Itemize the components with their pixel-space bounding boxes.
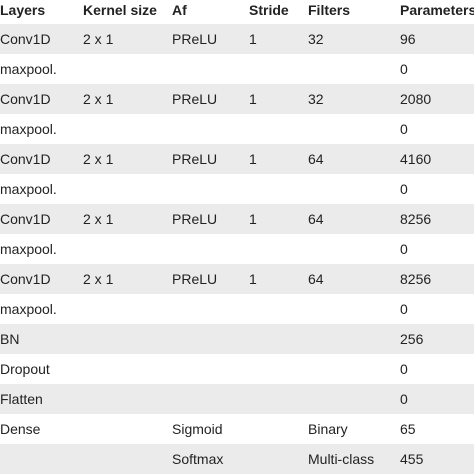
cell-parameters: 0 (400, 361, 408, 377)
cell-parameters: 0 (400, 241, 408, 257)
table-row: Dense Sigmoid Binary 65 (0, 414, 474, 444)
cell-layers: Dense (0, 421, 41, 437)
table-row: Conv1D 2 x 1 PReLU 1 32 2080 (0, 84, 474, 114)
cell-af: PReLU (172, 31, 218, 47)
cell-parameters: 0 (400, 391, 408, 407)
cell-parameters: 65 (400, 421, 416, 437)
table-row: BN 256 (0, 324, 474, 354)
table-row: Softmax Multi-class 455 (0, 444, 474, 474)
cell-filters: Multi-class (308, 451, 375, 467)
cell-filters: Binary (308, 421, 348, 437)
cell-parameters: 455 (400, 451, 424, 467)
cell-af: Softmax (172, 451, 224, 467)
header-layers: Layers (0, 2, 46, 18)
cell-parameters: 2080 (400, 91, 432, 107)
cell-filters: 32 (308, 91, 324, 107)
cell-parameters: 0 (400, 61, 408, 77)
table-row: Conv1D 2 x 1 PReLU 1 64 4160 (0, 144, 474, 174)
table-row: maxpool. 0 (0, 234, 474, 264)
cell-parameters: 96 (400, 31, 416, 47)
header-af: Af (172, 2, 187, 18)
table-row: Conv1D 2 x 1 PReLU 1 64 8256 (0, 264, 474, 294)
cell-layers: Dropout (0, 361, 50, 377)
cell-kernel-size: 2 x 1 (83, 31, 114, 47)
cell-kernel-size: 2 x 1 (83, 211, 114, 227)
cell-layers: Conv1D (0, 211, 51, 227)
cell-layers: maxpool. (0, 121, 57, 137)
table-row: maxpool. 0 (0, 174, 474, 204)
cell-parameters: 0 (400, 301, 408, 317)
cell-parameters: 4160 (400, 151, 432, 167)
cell-stride: 1 (249, 271, 257, 287)
cell-parameters: 8256 (400, 211, 432, 227)
cell-parameters: 256 (400, 331, 424, 347)
cell-filters: 64 (308, 211, 324, 227)
cell-kernel-size: 2 x 1 (83, 271, 114, 287)
cell-stride: 1 (249, 31, 257, 47)
cell-filters: 64 (308, 271, 324, 287)
cell-layers: Conv1D (0, 151, 51, 167)
header-filters: Filters (308, 2, 351, 18)
cell-af: PReLU (172, 211, 218, 227)
cell-af: PReLU (172, 151, 218, 167)
cell-parameters: 8256 (400, 271, 432, 287)
cell-layers: maxpool. (0, 241, 57, 257)
cell-layers: maxpool. (0, 301, 57, 317)
cell-stride: 1 (249, 91, 257, 107)
table-row: Conv1D 2 x 1 PReLU 1 64 8256 (0, 204, 474, 234)
table-row: Dropout 0 (0, 354, 474, 384)
cell-af: PReLU (172, 91, 218, 107)
table-row: maxpool. 0 (0, 114, 474, 144)
header-kernel-size: Kernel size (83, 2, 157, 18)
cell-layers: maxpool. (0, 181, 57, 197)
cell-layers: BN (0, 331, 20, 347)
cell-af: Sigmoid (172, 421, 223, 437)
cell-layers: Conv1D (0, 271, 51, 287)
cell-filters: 32 (308, 31, 324, 47)
header-stride: Stride (249, 2, 289, 18)
table-row: Flatten 0 (0, 384, 474, 414)
cell-filters: 64 (308, 151, 324, 167)
cell-parameters: 0 (400, 181, 408, 197)
cell-parameters: 0 (400, 121, 408, 137)
cell-layers: maxpool. (0, 61, 57, 77)
table-row: maxpool. 0 (0, 294, 474, 324)
cell-stride: 1 (249, 151, 257, 167)
table-header: Layers Kernel size Af Stride Filters Par… (0, 0, 474, 24)
cell-layers: Flatten (0, 391, 43, 407)
cell-layers: Conv1D (0, 91, 51, 107)
cell-layers: Conv1D (0, 31, 51, 47)
header-parameters: Parameters (400, 2, 474, 18)
table-row: maxpool. 0 (0, 54, 474, 84)
cell-kernel-size: 2 x 1 (83, 91, 114, 107)
table-row: Conv1D 2 x 1 PReLU 1 32 96 (0, 24, 474, 54)
cell-stride: 1 (249, 211, 257, 227)
cell-af: PReLU (172, 271, 218, 287)
cell-kernel-size: 2 x 1 (83, 151, 114, 167)
